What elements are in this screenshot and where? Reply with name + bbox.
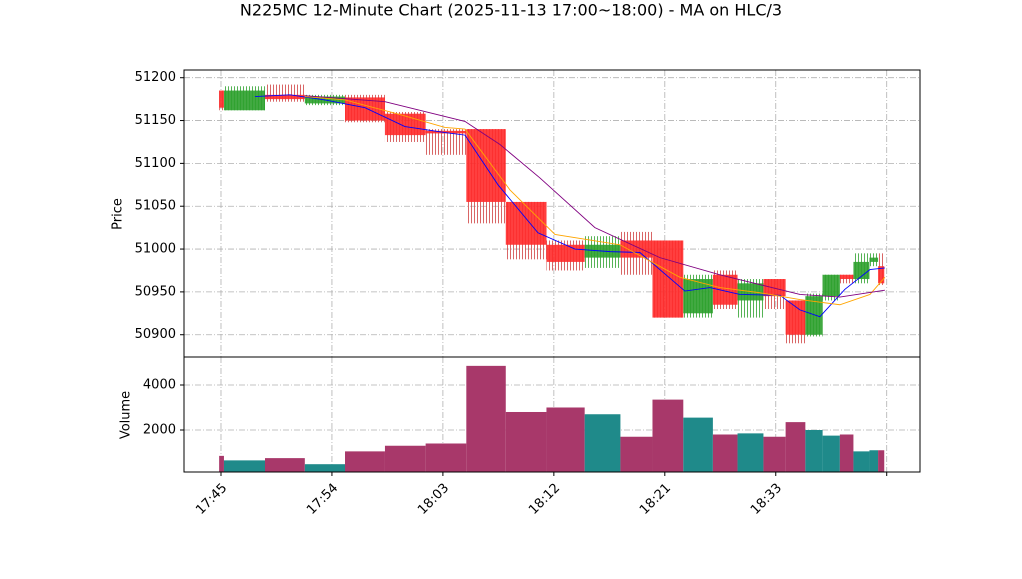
volume-bar: [652, 399, 684, 472]
volume-bar: [425, 443, 467, 472]
candle-body: [620, 240, 653, 258]
x-tick-label: 18:12: [526, 481, 563, 518]
candle-body: [384, 113, 426, 136]
volume-bar: [219, 455, 224, 472]
volume-bar: [584, 414, 621, 472]
volume-bar: [264, 458, 305, 472]
volume-bar: [683, 417, 713, 472]
candle-body: [546, 244, 585, 262]
y-tick-label: 51000: [135, 242, 176, 257]
volume-bar: [345, 451, 385, 472]
x-tick-label: 18:33: [748, 481, 785, 518]
moving-average-line: [304, 95, 885, 298]
candle-body: [869, 257, 879, 262]
y-tick-label: 50950: [135, 284, 176, 299]
volume-bar: [785, 422, 806, 472]
candle-body: [785, 300, 806, 335]
candle-wick: [839, 274, 854, 284]
candle-body: [805, 296, 823, 335]
volume-bar: [505, 411, 547, 472]
volume-bar: [223, 460, 265, 472]
volume-axis-label: Volume: [119, 391, 134, 439]
volume-bar: [869, 450, 879, 472]
y-tick-label: 51150: [135, 113, 176, 128]
volume-bar: [712, 434, 738, 472]
candle-body: [763, 279, 786, 297]
x-tick-label: 17:54: [304, 481, 341, 518]
candle-body: [822, 274, 840, 297]
candle-body: [219, 90, 224, 108]
y-tick-label: 51100: [135, 156, 176, 171]
x-tick-label: 18:03: [415, 481, 452, 518]
volume-bar: [620, 436, 653, 472]
candle-body: [853, 261, 870, 280]
chart-title: N225MC 12-Minute Chart (2025-11-13 17:00…: [240, 1, 782, 20]
candle-body: [466, 129, 506, 202]
candle-wick: [425, 129, 467, 155]
x-tick-label: 17:45: [193, 481, 230, 518]
moving-average-line: [254, 94, 885, 318]
y-tick-label: 51200: [135, 70, 176, 85]
volume-bar: [737, 433, 764, 472]
moving-average-line: [304, 96, 886, 306]
volume-bar: [546, 407, 585, 472]
volume-bar: [878, 450, 885, 472]
candle-body: [425, 130, 467, 134]
y-axis-label: Price: [111, 198, 126, 230]
volume-bar: [805, 429, 823, 472]
volume-bar: [466, 365, 506, 472]
volume-bar: [839, 434, 854, 472]
volume-bar: [853, 451, 870, 472]
volume-bar: [822, 435, 840, 472]
volume-bar: [763, 436, 786, 472]
volume-tick-label: 2000: [143, 422, 176, 437]
candle-body: [839, 274, 854, 280]
candle-body: [345, 97, 385, 121]
candle-body: [652, 240, 684, 318]
candle-body: [878, 266, 885, 284]
volume-frame: [183, 356, 921, 473]
plot-layer: 17:45 17:54 18:03 18:12 18:21 18:33 50900 50950…: [135, 70, 920, 518]
candle-body: [223, 90, 265, 111]
candle-body: [264, 94, 305, 100]
candle-body: [683, 279, 713, 314]
candle-body: [505, 201, 547, 245]
volume-tick-label: 4000: [143, 377, 176, 392]
y-tick-label: 50900: [135, 327, 176, 342]
volume-bar: [384, 445, 426, 472]
x-tick-label: 18:21: [637, 481, 674, 518]
y-tick-label: 51050: [135, 199, 176, 214]
volume-bar: [304, 464, 346, 472]
